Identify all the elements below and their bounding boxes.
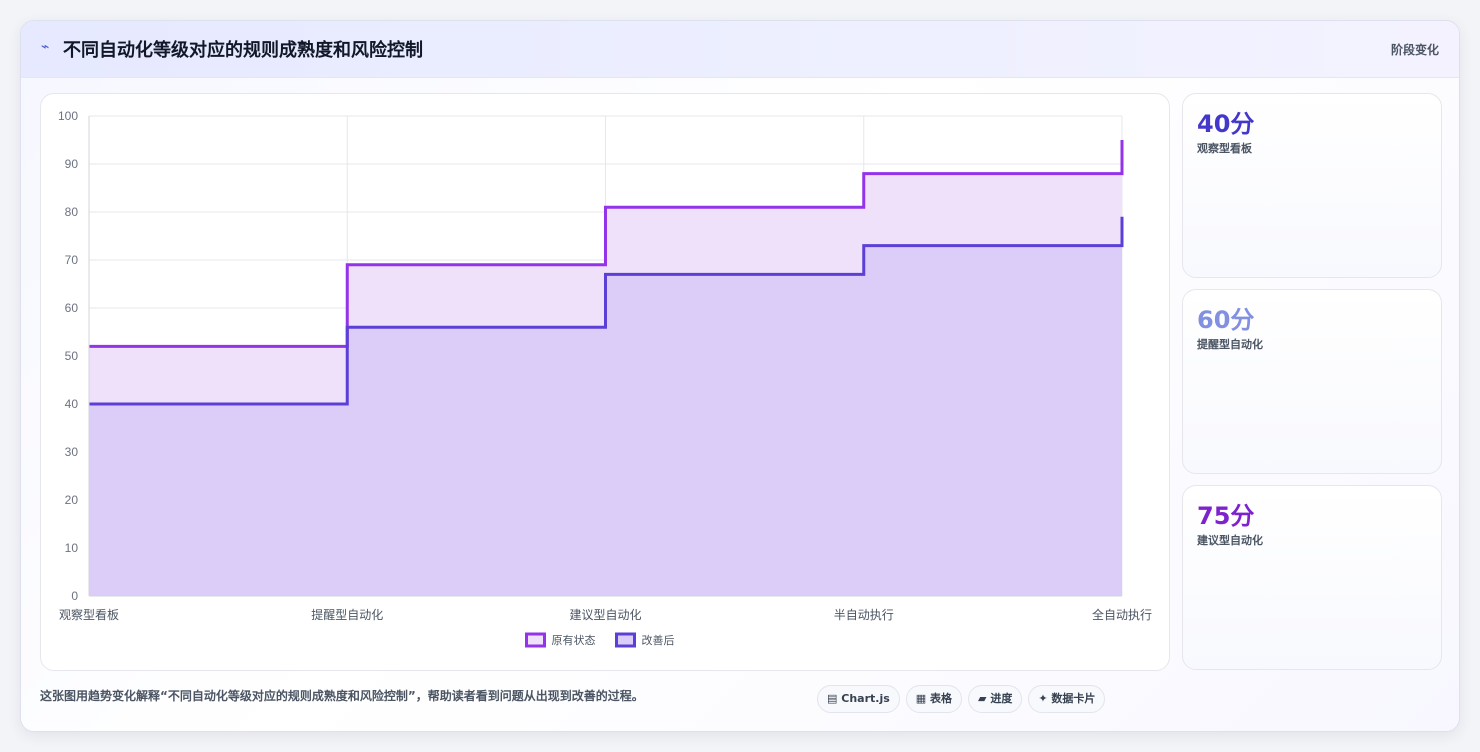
stat-card-3: 75分 建议型自动化 [1182, 485, 1442, 670]
table-icon: ▦ [915, 692, 927, 705]
legend-label: 原有状态 [552, 633, 596, 647]
y-tick-label: 60 [65, 301, 79, 315]
stat-label: 提醒型自动化 [1197, 338, 1263, 351]
chart-logo-icon: ⌁ [41, 39, 50, 55]
legend-swatch [615, 632, 636, 648]
x-tick-label: 全自动执行 [1092, 607, 1152, 622]
series-2-area [89, 216, 1122, 597]
pill-progress[interactable]: ▰ 进度 [968, 685, 1023, 713]
y-tick-label: 0 [71, 589, 78, 603]
pill-label: Chart.js [841, 692, 890, 705]
stat-label: 建议型自动化 [1197, 534, 1263, 547]
sparkle-icon: ✦ [1038, 692, 1048, 705]
pill-data-card[interactable]: ✦ 数据卡片 [1028, 685, 1106, 713]
stat-value: 75分 [1197, 502, 1255, 530]
stat-label: 观察型看板 [1197, 142, 1252, 155]
pill-table[interactable]: ▦ 表格 [905, 685, 963, 713]
y-tick-label: 30 [65, 445, 79, 459]
y-tick-label: 50 [65, 349, 79, 363]
x-tick-label: 观察型看板 [59, 608, 119, 622]
stat-value: 60分 [1197, 306, 1255, 334]
step-area-chart: 0 10 20 30 40 50 60 70 80 90 100 观察型看板 提醒型自动化 建议型自动化 半… [58, 109, 1152, 648]
dashboard-card: ⌁ 不同自动化等级对应的规则成熟度和风险控制 阶段变化 0 10 20 30 40 50 6… [20, 20, 1460, 732]
progress-icon: ▰ [978, 692, 987, 705]
stat-card-1: 40分 观察型看板 [1182, 93, 1442, 278]
chart-panel: 0 10 20 30 40 50 60 70 80 90 100 观察型看板 提醒型自动化 建议型自动化 半… [40, 93, 1170, 671]
y-tick-label: 90 [65, 157, 79, 171]
legend-label: 改善后 [642, 633, 675, 647]
legend-swatch [525, 632, 546, 648]
stage-change-tag: 阶段变化 [1390, 43, 1439, 57]
y-tick-label: 70 [65, 253, 79, 267]
y-tick-label: 40 [65, 397, 79, 411]
chart-caption: 这张图用趋势变化解释“不同自动化等级对应的规则成熟度和风险控制”，帮助读者看到问… [40, 689, 644, 703]
x-tick-label: 提醒型自动化 [311, 607, 383, 622]
series-2-line [89, 216, 1124, 406]
x-tick-label: 半自动执行 [834, 608, 894, 622]
stat-value: 40分 [1197, 110, 1255, 138]
y-tick-label: 80 [65, 205, 79, 219]
feature-pills: ▤ Chart.js ▦ 表格 ▰ 进度 ✦ 数据卡片 [817, 685, 1111, 713]
pill-label: 数据卡片 [1051, 692, 1096, 705]
x-tick-label: 建议型自动化 [569, 608, 641, 622]
card-header: ⌁ 不同自动化等级对应的规则成熟度和风险控制 阶段变化 [21, 21, 1459, 78]
series-1-line [89, 140, 1124, 348]
pill-label: 进度 [990, 692, 1013, 705]
chart-icon: ▤ [827, 692, 838, 705]
stat-card-2: 60分 提醒型自动化 [1182, 289, 1442, 474]
y-tick-label: 10 [65, 541, 79, 555]
pill-chartjs[interactable]: ▤ Chart.js [817, 685, 900, 713]
y-tick-label: 100 [58, 109, 78, 123]
page-title: 不同自动化等级对应的规则成熟度和风险控制 [63, 40, 423, 61]
y-tick-label: 20 [65, 493, 79, 507]
pill-label: 表格 [930, 692, 953, 705]
